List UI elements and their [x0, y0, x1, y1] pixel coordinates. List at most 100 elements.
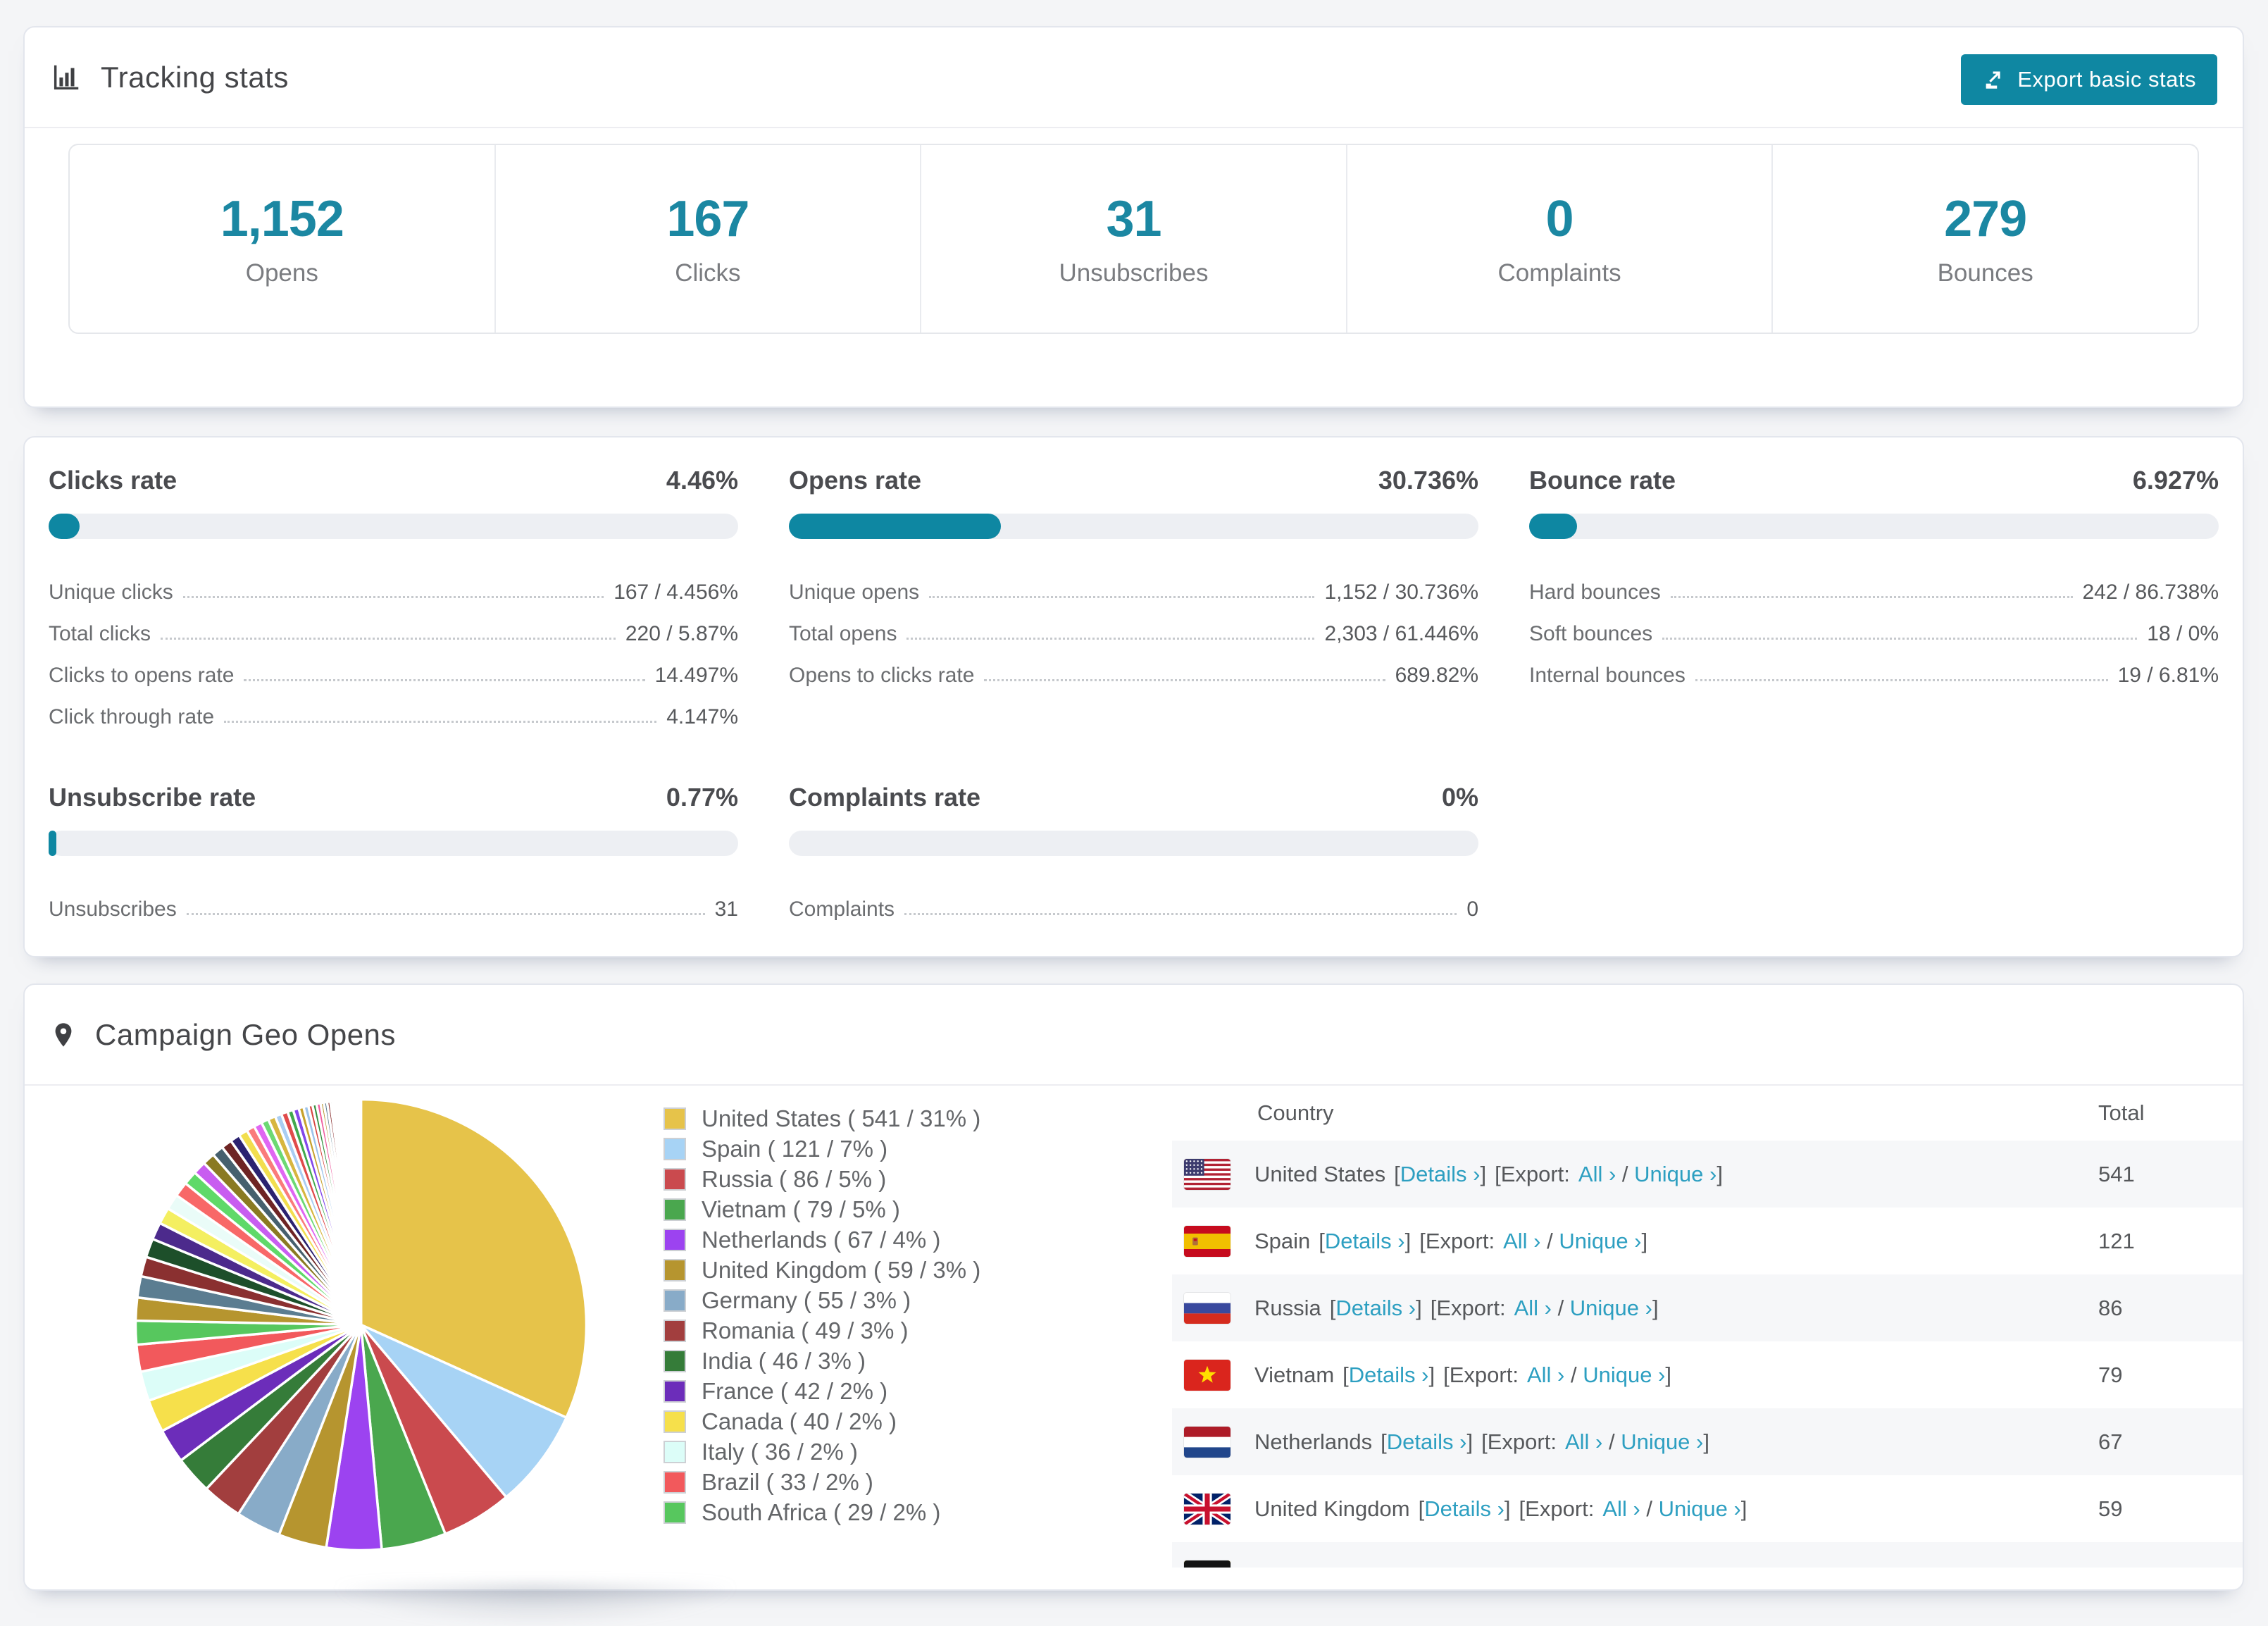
dotted-leader [224, 721, 657, 723]
progress-bar-fill [49, 831, 56, 856]
rate-row: Unique opens 1,152 / 30.736% [789, 563, 1478, 604]
rate-row-value: 19 / 6.81% [2117, 664, 2219, 687]
progress-bar [789, 831, 1478, 856]
export-unique-link[interactable]: Unique › [1621, 1429, 1704, 1454]
bracket: ] [1404, 1228, 1412, 1253]
stat-cell-unsubscribes: 31 Unsubscribes [921, 145, 1347, 333]
dotted-leader [1695, 679, 2108, 681]
details-link[interactable]: Details › [1359, 1563, 1439, 1568]
bracket: [ [1430, 1295, 1437, 1320]
stat-label: Bounces [1937, 259, 2033, 287]
es-flag-icon [1184, 1225, 1230, 1257]
rates-card: Clicks rate 4.46% Unique clicks 167 / 4.456… [23, 436, 2244, 957]
geo-table: Country Total United States[Details ›][E… [1172, 1086, 2243, 1568]
details-link[interactable]: Details › [1335, 1295, 1416, 1320]
export-all-link[interactable]: All › [1526, 1362, 1565, 1387]
progress-bar [49, 831, 738, 856]
legend-swatch [663, 1107, 686, 1130]
export-unique-link[interactable]: Unique › [1559, 1228, 1642, 1253]
stat-value: 167 [666, 191, 749, 247]
total-cell: 55 [2098, 1563, 2243, 1568]
rate-panel-clicks-rate: Clicks rate 4.46% Unique clicks 167 / 4.456… [49, 466, 738, 729]
export-label: Export: [1487, 1429, 1557, 1454]
bracket: ] [1428, 1362, 1435, 1387]
legend-swatch [663, 1137, 686, 1160]
legend-item: Spain ( 121 / 7% ) [663, 1134, 980, 1164]
legend-swatch [663, 1198, 686, 1221]
dotted-leader [904, 913, 1457, 915]
bracket: ] [1703, 1429, 1709, 1454]
export-label: Export: [1425, 1228, 1495, 1253]
rate-row: Soft bounces 18 / 0% [1529, 604, 2219, 646]
country-name: United Kingdom [1254, 1496, 1410, 1521]
country-cell: Germany[Details ›][Export:All › / Unique… [1184, 1560, 2098, 1568]
export-all-link[interactable]: All › [1537, 1563, 1574, 1568]
vn-flag-icon [1184, 1359, 1230, 1391]
export-unique-link[interactable]: Unique › [1569, 1295, 1652, 1320]
table-row-ru: Russia[Details ›][Export: All › / Unique … [1172, 1274, 2243, 1341]
export-all-link[interactable]: All › [1514, 1295, 1552, 1320]
rate-title: Clicks rate [49, 466, 177, 495]
geo-legend: United States ( 541 / 31% ) Spain ( 121 /… [663, 1103, 980, 1527]
legend-label: Italy ( 36 / 2% ) [702, 1438, 858, 1465]
progress-bar-fill [49, 514, 80, 539]
legend-swatch [663, 1379, 686, 1403]
country-cell: United Kingdom[Details ›][Export: All › /… [1184, 1493, 2098, 1525]
rate-row-value: 4.147% [666, 705, 738, 728]
rate-row: Click through rate 4.147% [49, 688, 738, 729]
geo-pie-chart[interactable] [130, 1094, 592, 1556]
details-link[interactable]: Details › [1386, 1429, 1467, 1454]
export-all-link[interactable]: All › [1564, 1429, 1603, 1454]
stat-label: Clicks [675, 259, 741, 287]
rate-percent: 4.46% [666, 466, 738, 495]
details-link[interactable]: Details › [1348, 1362, 1429, 1387]
bracket: [ [1481, 1429, 1488, 1454]
country-cell: Russia[Details ›][Export: All › / Unique … [1184, 1292, 2098, 1324]
table-row-de: Germany[Details ›][Export:All › / Unique… [1172, 1542, 2243, 1568]
geo-title: Campaign Geo Opens [95, 1017, 396, 1051]
total-cell: 67 [2098, 1429, 2123, 1454]
export-all-link[interactable]: All › [1602, 1496, 1640, 1521]
geo-table-header: Country Total [1172, 1086, 2243, 1141]
legend-label: United Kingdom ( 59 / 3% ) [702, 1256, 981, 1283]
details-link[interactable]: Details › [1324, 1228, 1405, 1253]
rate-row-value: 1,152 / 30.736% [1324, 581, 1478, 604]
export-unique-link[interactable]: Unique › [1583, 1362, 1666, 1387]
progress-bar [789, 514, 1478, 539]
stats-row: 1,152 Opens 167 Clicks 31 Unsubscribes 0 Compla… [68, 144, 2199, 334]
export-unique-link[interactable]: Unique › [1658, 1496, 1741, 1521]
legend-item: Vietnam ( 79 / 5% ) [663, 1194, 980, 1224]
total-cell: 59 [2098, 1496, 2123, 1521]
slash: / [1575, 1563, 1593, 1568]
rate-title: Bounce rate [1529, 466, 1676, 495]
export-label: Export: [1525, 1496, 1595, 1521]
export-all-link[interactable]: All › [1503, 1228, 1541, 1253]
legend-label: Canada ( 40 / 2% ) [702, 1408, 897, 1434]
total-cell: 541 [2098, 1161, 2135, 1186]
rate-row-value: 167 / 4.456% [613, 581, 738, 604]
export-all-link[interactable]: All › [1578, 1161, 1616, 1186]
bracket: ] [1439, 1563, 1445, 1568]
export-unique-link[interactable]: Unique › [1634, 1161, 1717, 1186]
details-link[interactable]: Details › [1400, 1161, 1481, 1186]
rate-row: Total opens 2,303 / 61.446% [789, 604, 1478, 646]
legend-label: Russia ( 86 / 5% ) [702, 1165, 887, 1192]
us-flag-icon [1184, 1158, 1230, 1190]
details-link[interactable]: Details › [1424, 1496, 1504, 1521]
legend-swatch [663, 1319, 686, 1342]
bracket: ] [1641, 1228, 1648, 1253]
export-unique-link[interactable]: Unique › [1593, 1563, 1676, 1568]
rate-row-label: Unsubscribes [49, 898, 177, 921]
rate-row-label: Click through rate [49, 705, 215, 728]
country-cell: Netherlands[Details ›][Export: All › / Un… [1184, 1426, 2098, 1458]
export-icon [1986, 71, 2000, 89]
legend-item: Netherlands ( 67 / 4% ) [663, 1224, 980, 1255]
legend-item: France ( 42 / 2% ) [663, 1376, 980, 1406]
export-button-label: Export basic stats [2017, 67, 2196, 92]
legend-item: United States ( 541 / 31% ) [663, 1103, 980, 1134]
export-basic-stats-button[interactable]: Export basic stats [1961, 54, 2217, 105]
export-label: Export: [1436, 1295, 1506, 1320]
legend-swatch [663, 1470, 686, 1494]
bracket: ] [1716, 1161, 1723, 1186]
rate-row-label: Unique clicks [49, 581, 173, 604]
